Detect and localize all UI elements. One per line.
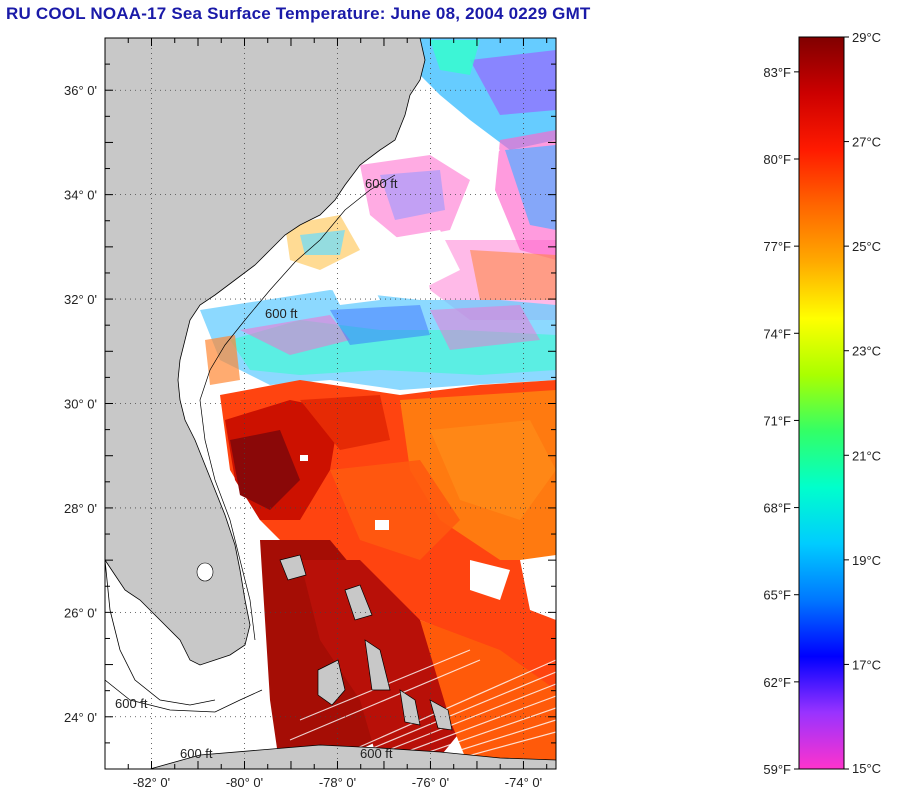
lon-tick-label: -80° 0' (226, 775, 263, 790)
celsius-label: 29°C (852, 30, 881, 45)
isobath-label: 600 ft (360, 746, 393, 761)
lake-okeechobee (196, 562, 214, 582)
sst-cool-north (285, 38, 556, 320)
cloud-gaps (300, 120, 556, 620)
isobath-label: 600 ft (180, 746, 213, 761)
lat-tick-label: 30° 0' (64, 397, 97, 412)
fahrenheit-label: 80°F (763, 152, 791, 167)
lon-tick-label: -74° 0' (505, 775, 542, 790)
lon-tick-label: -82° 0' (133, 775, 170, 790)
sst-mixed-mid (200, 290, 556, 390)
isobath-label: 600 ft (115, 696, 148, 711)
celsius-label: 21°C (852, 448, 881, 463)
lat-tick-label: 34° 0' (64, 188, 97, 203)
lat-tick-label: 32° 0' (64, 292, 97, 307)
axis-ticks (104, 37, 556, 770)
fahrenheit-label: 71°F (763, 413, 791, 428)
fahrenheit-label: 62°F (763, 675, 791, 690)
fahrenheit-label: 74°F (763, 326, 791, 341)
lat-tick-label: 28° 0' (64, 501, 97, 516)
lat-tick-label: 24° 0' (64, 710, 97, 725)
isobath-600ft (199, 174, 396, 641)
lon-tick-label: -76° 0' (412, 775, 449, 790)
land-cuba (149, 744, 556, 769)
celsius-label: 15°C (852, 761, 881, 776)
lon-tick-label: -78° 0' (319, 775, 356, 790)
isobath-600ft-keys (105, 679, 263, 713)
celsius-label: 19°C (852, 553, 881, 568)
land-florida-keys (105, 559, 216, 706)
fahrenheit-label: 65°F (763, 588, 791, 603)
isobath-label: 600 ft (365, 176, 398, 191)
celsius-label: 23°C (852, 344, 881, 359)
isobath-label: 600 ft (265, 306, 298, 321)
fahrenheit-label: 68°F (763, 501, 791, 516)
fahrenheit-label: 77°F (763, 239, 791, 254)
colorbar (798, 36, 845, 770)
graticule (105, 38, 556, 769)
axis-tick-labels: 36° 0' 34° 0' 32° 0' 30° 0' 28° 0' 26° 0' 24° … (64, 83, 542, 790)
celsius-label: 27°C (852, 135, 881, 150)
land-bahamas (279, 554, 453, 731)
celsius-label: 25°C (852, 239, 881, 254)
lat-tick-label: 26° 0' (64, 605, 97, 620)
colorbar-labels: 29°C 27°C 25°C 23°C 21°C 19°C 17°C 15°C 83°F 80°F… (763, 30, 881, 777)
fahrenheit-label: 59°F (763, 762, 791, 777)
fahrenheit-label: 83°F (763, 65, 791, 80)
celsius-label: 17°C (852, 657, 881, 672)
lat-tick-label: 36° 0' (64, 83, 97, 98)
map-title: RU COOL NOAA-17 Sea Surface Temperature:… (6, 4, 591, 23)
